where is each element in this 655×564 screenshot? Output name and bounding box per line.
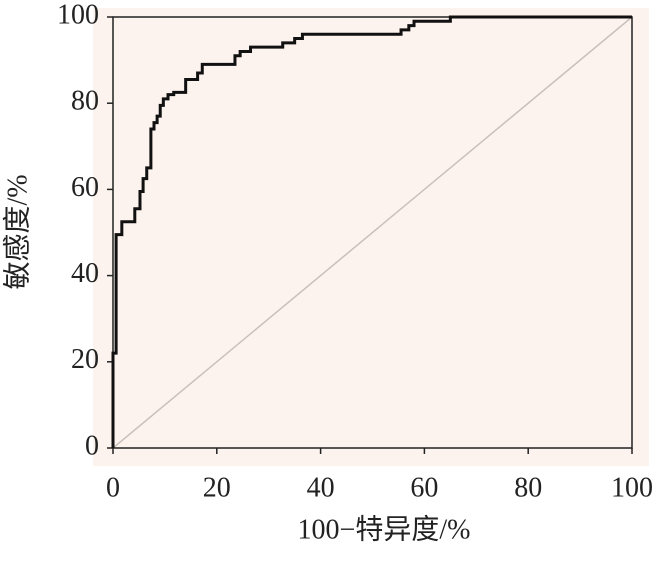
y-tick-label: 100	[57, 0, 99, 30]
y-tick-label: 40	[71, 258, 99, 289]
y-tick-label: 60	[71, 172, 99, 203]
y-tick-label: 80	[71, 86, 99, 117]
x-tick-label: 40	[307, 472, 335, 503]
x-tick-label: 80	[514, 472, 542, 503]
y-tick-label: 20	[71, 344, 99, 375]
plot-frame	[112, 16, 633, 449]
y-tick-label: 0	[85, 430, 99, 461]
y-axis-label: 敏感度/%	[1, 174, 33, 289]
x-tick-label: 0	[106, 472, 120, 503]
plot-background	[93, 8, 649, 466]
x-axis-label: 100−特异度/%	[298, 513, 471, 545]
roc-curve	[111, 15, 632, 448]
x-tick-label: 20	[203, 472, 231, 503]
reference-line	[112, 16, 633, 449]
x-tick-label: 100	[611, 472, 653, 503]
x-tick-label: 60	[410, 472, 438, 503]
